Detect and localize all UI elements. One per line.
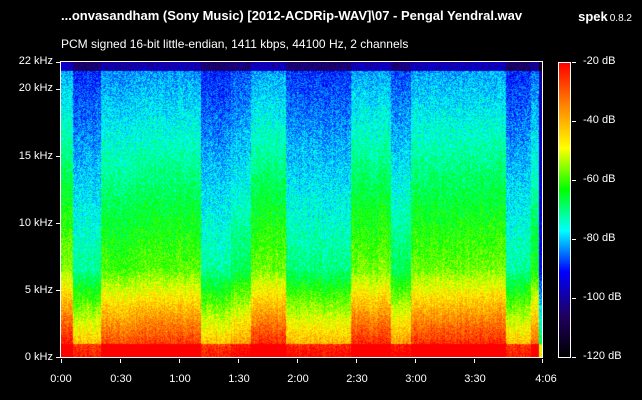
- db-tick-label: -40 dB: [583, 114, 616, 126]
- x-tick-label: 0:30: [110, 373, 132, 385]
- db-tick-label: -100 dB: [583, 291, 622, 303]
- db-tick-mark: [572, 121, 576, 122]
- app-version: 0.8.2: [609, 13, 632, 24]
- spectrogram-canvas: [61, 62, 543, 358]
- spectrogram-plot: [61, 62, 543, 358]
- db-tick-mark: [572, 239, 576, 240]
- db-tick-mark: [572, 357, 576, 358]
- x-tick-label: 1:00: [169, 373, 191, 385]
- db-tick-label: -20 dB: [583, 55, 616, 67]
- x-tick-mark: [415, 359, 416, 363]
- y-tick-label: 15 kHz: [18, 150, 53, 162]
- db-tick-mark: [572, 180, 576, 181]
- x-tick-label: 3:30: [464, 373, 486, 385]
- db-tick-mark: [572, 298, 576, 299]
- y-tick-mark: [56, 290, 60, 291]
- db-color-scale: [558, 62, 571, 358]
- y-tick-mark: [56, 62, 60, 63]
- db-tick-label: -60 dB: [583, 173, 616, 185]
- y-tick-label: 0 kHz: [24, 351, 53, 363]
- x-tick-label: 2:00: [287, 373, 309, 385]
- y-tick-mark: [56, 223, 60, 224]
- x-tick-mark: [474, 359, 475, 363]
- x-tick-label: 3:00: [405, 373, 427, 385]
- audio-info: PCM signed 16-bit little-endian, 1411 kb…: [61, 37, 409, 51]
- x-tick-mark: [297, 359, 298, 363]
- y-tick-label: 22 kHz: [18, 55, 53, 67]
- x-tick-mark: [61, 359, 62, 363]
- db-tick-label: -120 dB: [583, 350, 622, 362]
- app-name: spek: [578, 9, 608, 24]
- y-tick-mark: [56, 156, 60, 157]
- x-tick-mark: [356, 359, 357, 363]
- y-tick-label: 10 kHz: [18, 217, 53, 229]
- x-tick-label: 2:30: [346, 373, 368, 385]
- y-tick-mark: [56, 89, 60, 90]
- app-label: spek 0.8.2: [578, 8, 632, 26]
- x-tick-mark: [120, 359, 121, 363]
- x-tick-label: 1:30: [228, 373, 250, 385]
- y-tick-label: 5 kHz: [24, 284, 53, 296]
- x-tick-mark: [542, 359, 543, 363]
- db-tick-label: -80 dB: [583, 232, 616, 244]
- x-tick-label: 0:00: [50, 373, 72, 385]
- x-tick-mark: [238, 359, 239, 363]
- x-tick-mark: [179, 359, 180, 363]
- x-tick-label: 4:06: [535, 373, 557, 385]
- y-tick-label: 20 kHz: [18, 82, 53, 94]
- file-title: ...onvasandham (Sony Music) [2012-ACDRip…: [61, 8, 523, 23]
- db-tick-mark: [572, 62, 576, 63]
- y-tick-mark: [56, 357, 60, 358]
